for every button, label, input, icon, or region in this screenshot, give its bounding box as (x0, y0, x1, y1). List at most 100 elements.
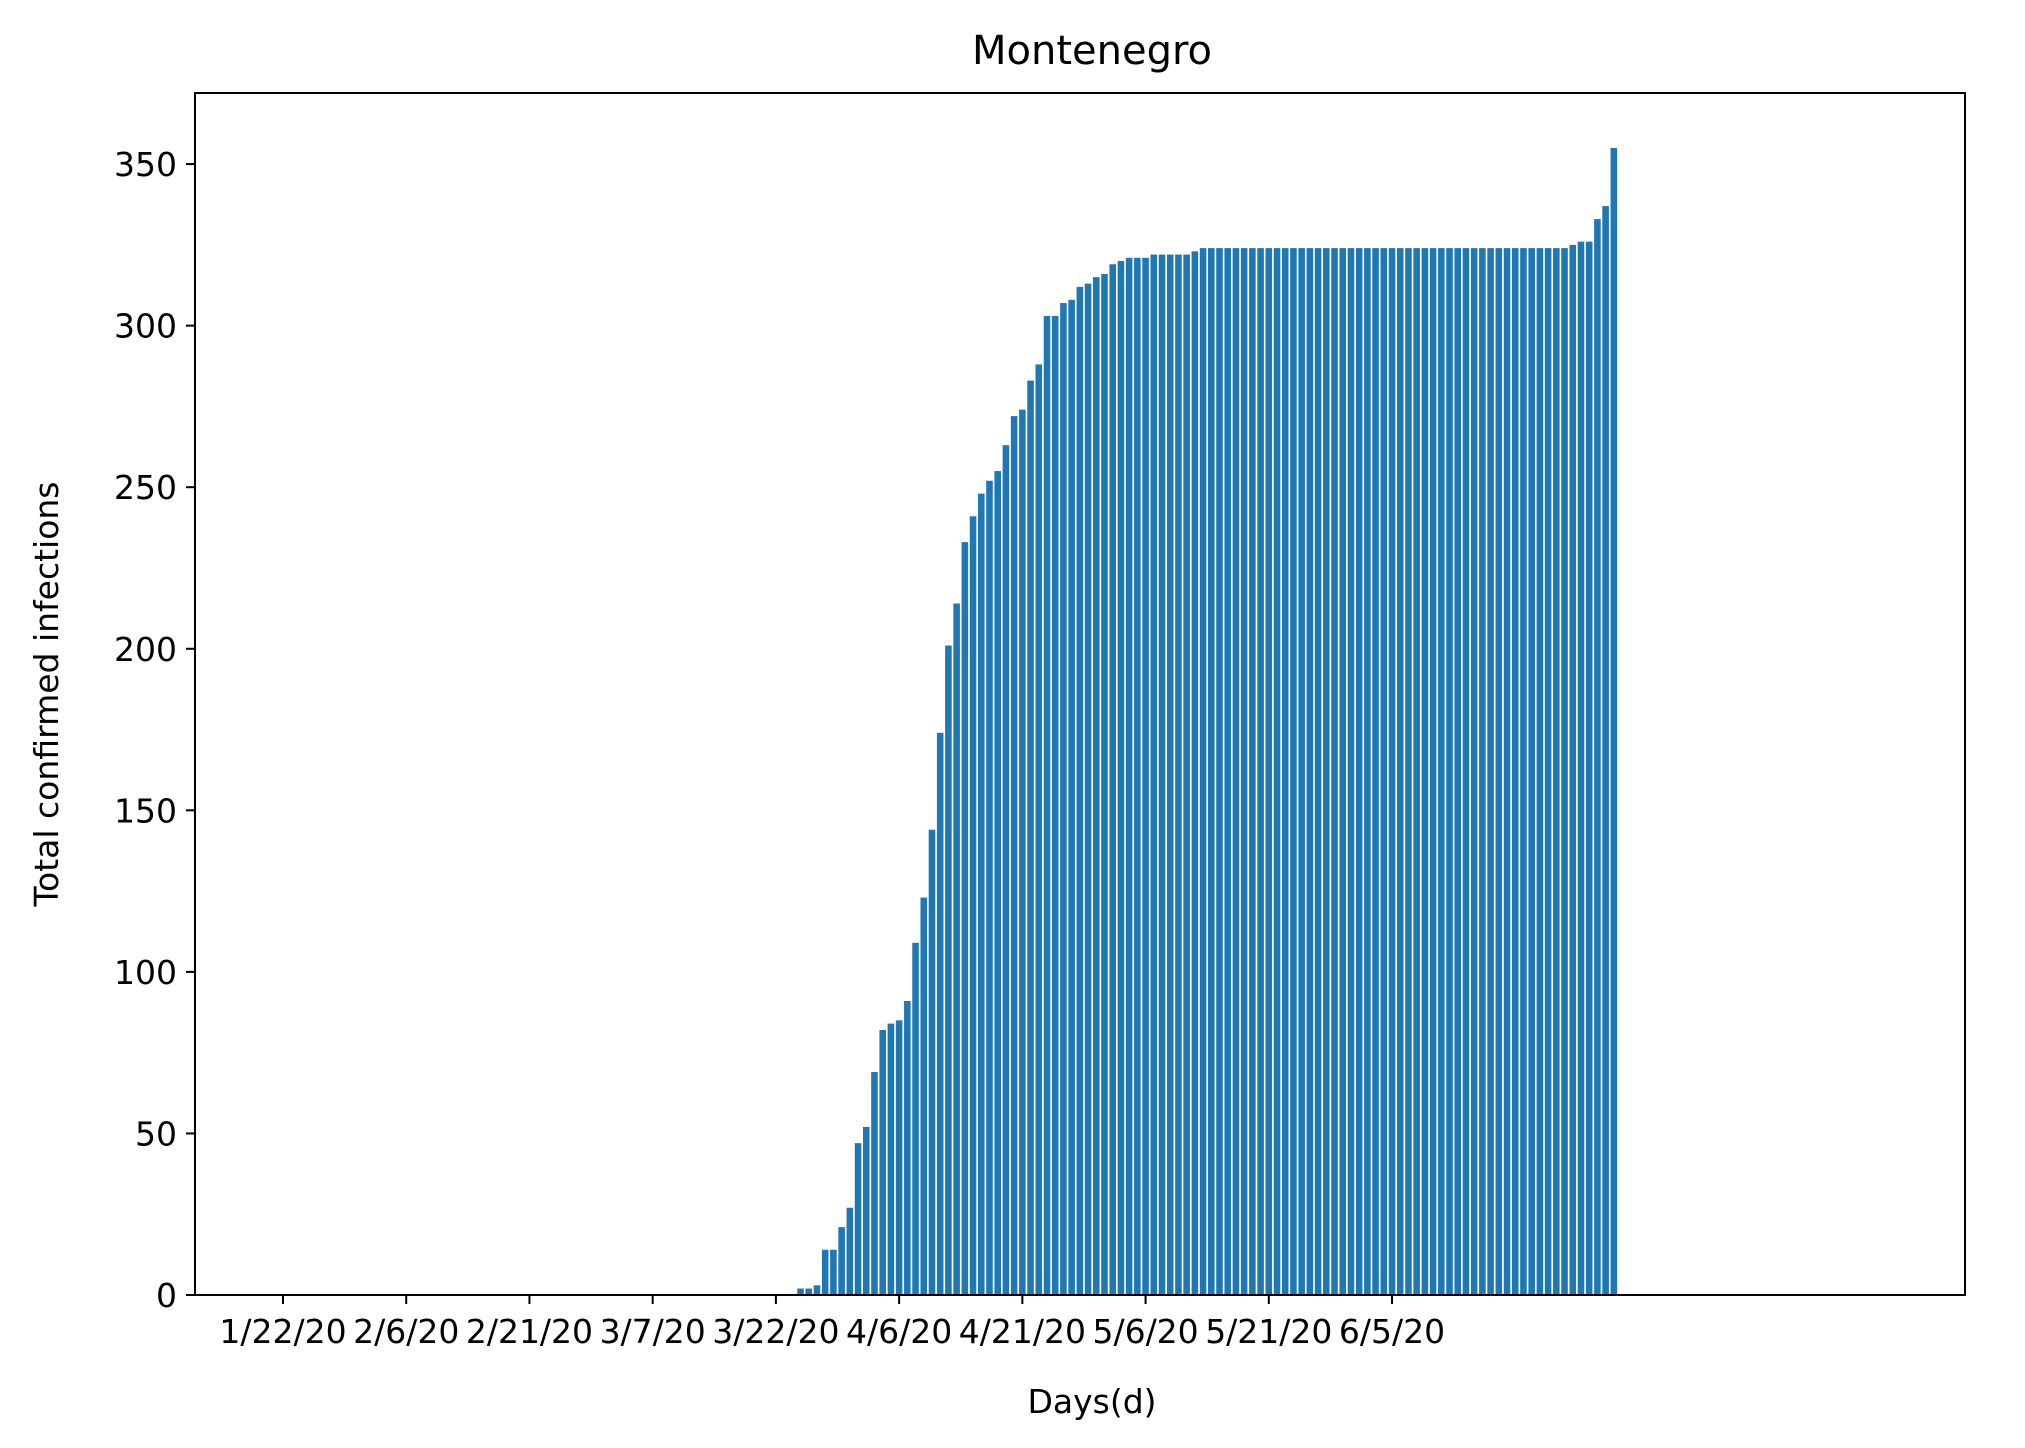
bar (1454, 248, 1462, 1296)
bar (1528, 248, 1535, 1296)
bar (936, 732, 944, 1295)
x-tick-label: 4/6/20 (846, 1312, 952, 1351)
y-tick-label: 100 (114, 953, 177, 992)
bar (1388, 248, 1396, 1296)
bar (838, 1227, 845, 1295)
bar (1339, 248, 1347, 1296)
bar (1208, 248, 1215, 1296)
bar (1290, 248, 1297, 1296)
y-tick-label: 150 (114, 791, 177, 830)
x-tick-label: 2/6/20 (353, 1312, 459, 1351)
bar (1019, 409, 1026, 1295)
bar (1323, 248, 1330, 1296)
bar (1314, 248, 1322, 1296)
bar (994, 471, 1001, 1295)
y-tick-label: 300 (114, 307, 177, 346)
bar (1479, 248, 1486, 1296)
bar (1413, 248, 1420, 1296)
bar (846, 1207, 854, 1295)
bar (895, 1020, 903, 1295)
bar (1281, 248, 1289, 1296)
bar (1125, 257, 1133, 1295)
bar (1610, 147, 1618, 1296)
bar (1035, 364, 1043, 1295)
bar (1043, 315, 1051, 1295)
bar (887, 1023, 895, 1295)
y-tick-label: 50 (135, 1114, 177, 1153)
bar (1273, 248, 1281, 1296)
bar (1380, 248, 1388, 1296)
y-axis-title: Total confirmed infections (27, 481, 66, 907)
bar (1396, 248, 1404, 1296)
x-tick-label: 4/21/20 (959, 1312, 1086, 1351)
bar (1150, 254, 1158, 1295)
bar (1027, 380, 1034, 1296)
bar (1429, 248, 1437, 1296)
bar (1594, 219, 1601, 1295)
bar (1470, 248, 1478, 1296)
bar (1216, 248, 1223, 1296)
bar (879, 1030, 886, 1295)
x-tick-label: 2/21/20 (466, 1312, 593, 1351)
bar (986, 480, 993, 1295)
bar (821, 1249, 829, 1295)
bar-series (797, 147, 1618, 1296)
bar (805, 1288, 813, 1295)
y-tick-label: 0 (156, 1276, 177, 1315)
x-axis-title: Days(d) (1027, 1382, 1156, 1421)
y-axis: 0 50 100 150 200 250 300 350 (114, 145, 195, 1315)
x-tick-label: 6/5/20 (1339, 1312, 1445, 1351)
bar (1084, 283, 1092, 1295)
chart-title: Montenegro (972, 28, 1212, 74)
bar (1257, 248, 1264, 1296)
bar (1306, 248, 1314, 1296)
bar (1265, 248, 1273, 1296)
bar (1002, 445, 1010, 1295)
bar (1511, 248, 1519, 1296)
bar (1166, 254, 1174, 1295)
bar (854, 1143, 862, 1295)
bar (1372, 248, 1379, 1296)
bar (953, 603, 960, 1295)
bar (1347, 248, 1355, 1296)
x-tick-label: 5/6/20 (1092, 1312, 1198, 1351)
bar (1364, 248, 1371, 1296)
bar (1142, 257, 1149, 1295)
bar (1109, 264, 1116, 1295)
x-tick-label: 3/22/20 (712, 1312, 839, 1351)
bar (1462, 248, 1470, 1296)
y-tick-label: 200 (114, 630, 177, 669)
bar (1117, 261, 1125, 1295)
bar (1175, 254, 1182, 1295)
bar (1183, 254, 1190, 1295)
bar (1495, 248, 1503, 1296)
bar (1158, 254, 1166, 1295)
bar (1076, 286, 1084, 1295)
bar (1199, 248, 1207, 1296)
x-tick-label: 3/7/20 (600, 1312, 706, 1351)
x-axis: 1/22/20 2/6/20 2/21/20 3/7/20 3/22/20 4/6/20 4… (219, 1295, 1445, 1351)
bar (945, 645, 952, 1295)
bar (1503, 248, 1511, 1296)
bar (797, 1288, 804, 1295)
bar (1577, 241, 1585, 1295)
bar (830, 1249, 837, 1295)
bar (961, 542, 969, 1295)
bar (1355, 248, 1363, 1296)
bar (977, 493, 985, 1295)
bar (1520, 248, 1527, 1296)
bar (1569, 244, 1577, 1295)
bar (904, 1000, 911, 1295)
bar (1298, 248, 1305, 1296)
bar (920, 897, 928, 1295)
y-tick-label: 250 (114, 468, 177, 507)
bar (1068, 299, 1075, 1295)
bar (1224, 248, 1232, 1296)
plot-frame (194, 92, 1966, 1296)
bar (928, 829, 936, 1295)
x-tick-label: 5/21/20 (1205, 1312, 1332, 1351)
bar (1553, 248, 1560, 1296)
bar (1487, 248, 1494, 1296)
y-tick-label: 350 (114, 145, 177, 184)
